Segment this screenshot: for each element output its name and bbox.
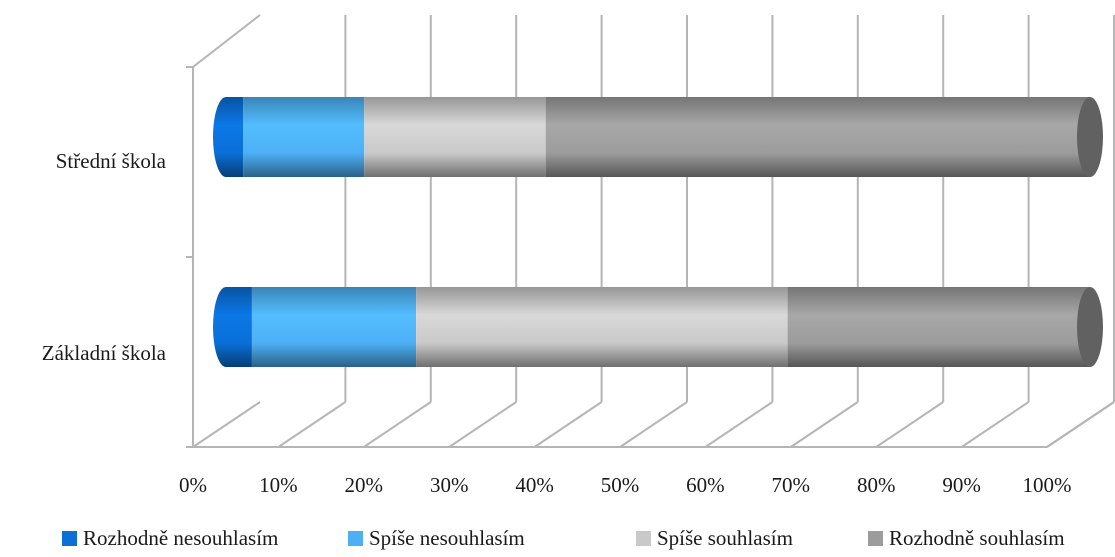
x-tick-label: 40% <box>515 473 554 497</box>
legend-label: Rozhodně nesouhlasím <box>83 526 279 550</box>
category-label: Střední škola <box>56 149 167 173</box>
legend-item: Spíše nesouhlasím <box>348 526 525 551</box>
legend-label: Spíše nesouhlasím <box>369 526 525 550</box>
bar-start-cap <box>213 97 239 177</box>
x-tick-label: 50% <box>601 473 640 497</box>
category-label: Základní škola <box>42 341 167 365</box>
floor-gridline <box>534 401 603 448</box>
x-tick-label: 70% <box>772 473 811 497</box>
floor-gridline <box>448 401 517 448</box>
floor-gridline <box>1046 401 1115 448</box>
legend-swatch <box>636 531 651 546</box>
legend-swatch <box>62 531 77 546</box>
floor-gridline <box>875 401 944 448</box>
x-tick-label: 80% <box>857 473 896 497</box>
x-tick-label: 100% <box>1023 473 1072 497</box>
bar-segment-1-3 <box>364 97 546 177</box>
legend-label: Rozhodně souhlasím <box>889 526 1065 550</box>
bar-segment-1-4 <box>545 97 1090 177</box>
legend-swatch <box>868 531 883 546</box>
legend-item: Spíše souhlasím <box>636 526 793 551</box>
floor-gridline <box>192 401 261 448</box>
legend-item: Rozhodně souhlasím <box>868 526 1065 551</box>
x-tick-label: 90% <box>942 473 981 497</box>
floor-gridline <box>363 401 432 448</box>
floor-gridline <box>961 401 1030 448</box>
gridlines <box>192 15 1115 448</box>
x-tick-label: 60% <box>686 473 725 497</box>
legend-label: Spíše souhlasím <box>657 526 793 550</box>
bars <box>213 97 1103 367</box>
bar-segment-1-2 <box>243 97 365 177</box>
x-tick-label: 20% <box>345 473 384 497</box>
bar-segment-2-4 <box>787 287 1090 367</box>
floor-gridline <box>619 401 688 448</box>
bar-start-cap <box>213 287 239 367</box>
x-tick-label: 30% <box>430 473 469 497</box>
bar-segment-2-2 <box>251 287 417 367</box>
floor-gridline <box>790 401 859 448</box>
x-tick-label: 10% <box>259 473 298 497</box>
floor-gridline <box>704 401 773 448</box>
legend-swatch <box>348 531 363 546</box>
legend-item: Rozhodně nesouhlasím <box>62 526 278 551</box>
x-axis-ticks: 0% 10% 20% 30% 40% 50% 60% 70% 80% 90% 100% <box>179 473 1072 497</box>
left-wall <box>192 14 261 447</box>
legend: Rozhodně nesouhlasím Spíše nesouhlasím Spí… <box>0 520 1115 557</box>
floor-gridline <box>277 401 346 448</box>
category-labels: Střední škola Základní škola <box>42 149 167 365</box>
bar-end-cap <box>1077 287 1103 367</box>
chart-walls <box>186 14 1115 448</box>
x-tick-label: 0% <box>179 473 207 497</box>
bar-segment-2-3 <box>416 287 788 367</box>
bar-end-cap <box>1077 97 1103 177</box>
